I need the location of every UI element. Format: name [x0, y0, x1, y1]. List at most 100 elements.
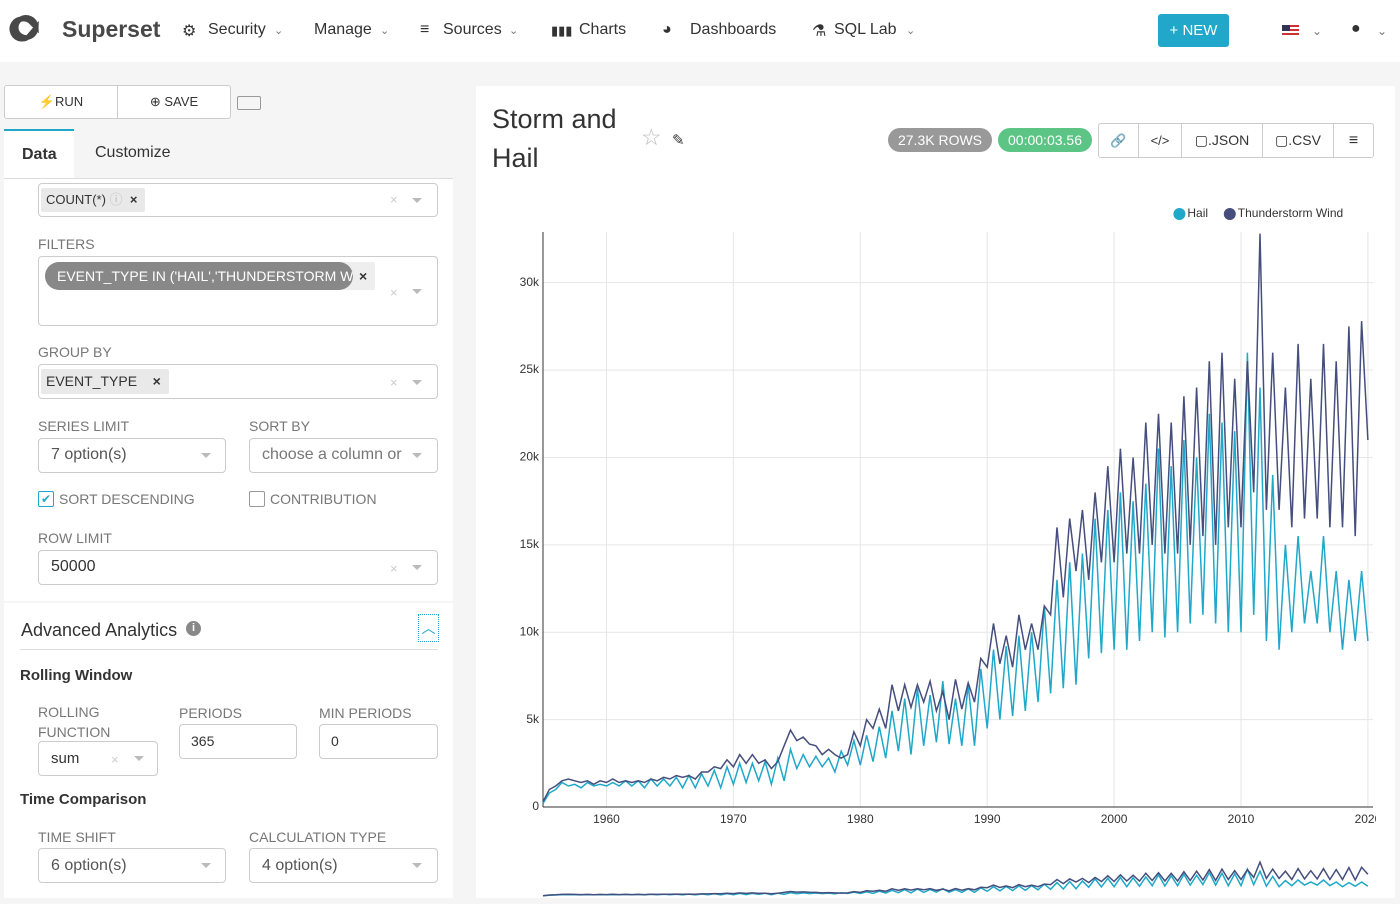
metric-label: COUNT(*): [46, 192, 106, 207]
y-tick-label: 25k: [520, 362, 540, 376]
filter-pill: EVENT_TYPE IN ('HAIL','THUNDERSTORM WI: [45, 262, 353, 290]
logo: [9, 15, 39, 42]
csv-button[interactable]: ▢.CSV: [1262, 123, 1334, 158]
field-label: TIME SHIFT: [38, 829, 116, 845]
field-label: MIN PERIODS: [319, 705, 412, 721]
menu-item[interactable]: Charts: [579, 21, 627, 38]
info-icon: ⓘ: [109, 192, 123, 207]
filter-label: EVENT_TYPE IN ('HAIL','THUNDERSTORM WI: [57, 268, 353, 284]
select-value: sum: [51, 750, 80, 767]
x-tick-label: 2020: [1355, 812, 1382, 826]
y-tick-label: 20k: [520, 450, 540, 464]
select-value: 4 option(s): [262, 857, 338, 874]
caret: [412, 198, 422, 203]
user-icon[interactable]: ●: [1351, 20, 1361, 37]
caret: [134, 756, 144, 761]
csv-label: .CSV: [1288, 132, 1321, 148]
menu-item[interactable]: Sources: [443, 21, 502, 38]
series-line: [542, 352, 1369, 804]
flag-canton: [1282, 25, 1290, 31]
tab-label: Data: [22, 146, 57, 163]
menu-icon: ⚗: [812, 23, 827, 40]
select-value: 6 option(s): [51, 857, 127, 874]
clear-icon[interactable]: ×: [111, 752, 119, 767]
clear-icon[interactable]: ×: [390, 192, 398, 207]
series-line: [542, 233, 1369, 803]
clear-icon[interactable]: ×: [390, 561, 398, 576]
brush-line: [542, 860, 1369, 897]
remove-icon[interactable]: ×: [152, 373, 161, 389]
navbar: Superset ⚙ Security Manage ≡ Sources ▮▮▮…: [0, 0, 1400, 62]
divider: [20, 649, 438, 650]
menu-button[interactable]: ≡: [1333, 123, 1374, 158]
legend-label: Hail: [1187, 206, 1208, 220]
dropdown-caret: ⌄: [509, 25, 519, 37]
periods-input[interactable]: [179, 724, 297, 759]
remove-icon[interactable]: ×: [359, 268, 368, 284]
field-label: ROW LIMIT: [38, 530, 112, 546]
caret: [412, 289, 422, 294]
remove-icon[interactable]: ×: [129, 192, 138, 207]
save-button[interactable]: ⊕ SAVE: [117, 85, 231, 119]
clear-icon[interactable]: ×: [390, 375, 398, 390]
metric-tag: COUNT(*) ⓘ ×: [41, 188, 146, 212]
chart-title: Storm and Hail: [492, 104, 617, 173]
select-value: 7 option(s): [51, 446, 127, 463]
field-label: GROUP BY: [38, 344, 112, 360]
keyboard-icon[interactable]: [237, 96, 261, 110]
brand[interactable]: Superset: [62, 16, 161, 42]
flag-icon[interactable]: [1282, 25, 1299, 37]
x-tick-label: 2010: [1228, 812, 1255, 826]
time-shift-select[interactable]: [38, 848, 226, 883]
caret: [201, 863, 211, 868]
subsection-title: Rolling Window: [20, 667, 133, 684]
dropdown-caret: ⌄: [380, 25, 390, 37]
caret: [412, 565, 422, 570]
favorite-star[interactable]: ☆: [641, 124, 662, 150]
tab-label[interactable]: Customize: [95, 144, 171, 161]
caret: [412, 863, 422, 868]
edit-icon[interactable]: ✎: [672, 132, 685, 149]
menu-icon: ◕: [662, 21, 672, 38]
field-label: CALCULATION TYPE: [249, 829, 387, 845]
dropdown-caret: ⌄: [274, 25, 284, 37]
clip-group: 1960 1970 1980 1990 2000 2010 2020: [593, 812, 1382, 826]
embed-button[interactable]: </>: [1138, 123, 1182, 158]
menu-icon: ≡: [420, 21, 430, 38]
caret: [412, 453, 422, 458]
checkbox[interactable]: [249, 491, 265, 507]
caret: [412, 380, 422, 385]
min-periods-input[interactable]: [319, 724, 438, 759]
y-tick-label: 0: [532, 799, 539, 813]
info-icon[interactable]: i: [186, 621, 201, 636]
tab-active[interactable]: Data: [4, 129, 74, 179]
menu-item[interactable]: Dashboards: [690, 21, 777, 38]
json-button[interactable]: ▢.JSON: [1181, 123, 1263, 158]
run-label: RUN: [55, 94, 84, 109]
row-count: 27.3K ROWS: [888, 128, 992, 152]
menu-item[interactable]: SQL Lab: [834, 21, 897, 38]
field-label: PERIODS: [179, 705, 243, 721]
menu-item[interactable]: Manage: [314, 21, 372, 38]
run-button[interactable]: ⚡RUN: [4, 85, 118, 119]
new-button[interactable]: + NEW: [1158, 14, 1229, 47]
sort-by-select[interactable]: [249, 438, 438, 473]
groupby-label: EVENT_TYPE: [46, 373, 138, 389]
field-label: ROLLING FUNCTION: [38, 704, 111, 740]
subsection-title: Time Comparison: [20, 791, 147, 808]
collapse-toggle[interactable]: ︿: [418, 614, 439, 642]
checkbox-checked[interactable]: ✔: [38, 491, 54, 507]
series-limit-select[interactable]: [38, 438, 226, 473]
link-button[interactable]: 🔗: [1098, 123, 1139, 158]
menu-icon: ⚙: [182, 23, 197, 40]
row-limit-select[interactable]: [38, 550, 438, 585]
y-tick-label: 5k: [526, 712, 540, 726]
x-tick-label: 2000: [1101, 812, 1128, 826]
dropdown-caret: ⌄: [1377, 24, 1388, 38]
menu-item[interactable]: Security: [208, 21, 266, 38]
clear-icon[interactable]: ×: [390, 285, 398, 300]
calculation-type-select[interactable]: [249, 848, 438, 883]
x-tick-label: 1990: [974, 812, 1001, 826]
chart: 1960 1970 1980 1990 2000 2010 2020 0 5k 10k 15k 20k…: [520, 206, 1382, 897]
